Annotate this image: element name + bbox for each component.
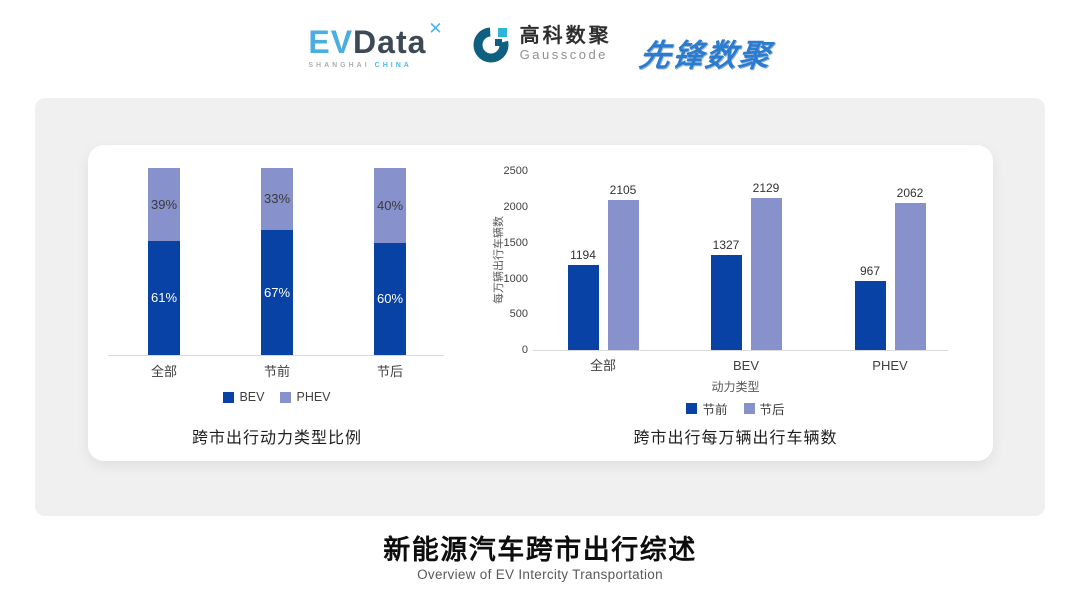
page-subtitle: Overview of EV Intercity Transportation — [417, 567, 663, 582]
page-title: 新能源汽车跨市出行综述 — [383, 535, 697, 565]
stacked-bar-chart: BEV PHEV 跨市出行动力类型比例 39% 61% 全部 33% 67% 节前 40% 60… — [88, 145, 478, 461]
gausscode-text: 高科数聚 Gausscode — [520, 25, 612, 63]
bar-value-label: 1194 — [570, 247, 596, 262]
chart-panel: BEV PHEV 跨市出行动力类型比例 39% 61% 全部 33% 67% 节前 40% 60… — [35, 98, 1045, 516]
bar-prefestival — [567, 264, 599, 350]
left-chart-legend: BEV PHEV — [88, 390, 466, 404]
bar-value-label: 2105 — [609, 182, 637, 197]
right-chart-title: 跨市出行每万辆出行车辆数 — [633, 430, 838, 447]
legend-label: 节前 — [702, 403, 728, 417]
y-tick-label: 500 — [509, 308, 528, 321]
bar-segment-bev: 60% — [374, 242, 406, 355]
y-axis-title: 每万辆出行车辆数 — [493, 216, 505, 304]
gausscode-en-text: Gausscode — [519, 47, 608, 63]
bar-segment-phev: 33% — [261, 168, 293, 230]
chart-card: BEV PHEV 跨市出行动力类型比例 39% 61% 全部 33% 67% 节前 40% 60… — [88, 145, 993, 461]
y-tick-label: 2500 — [503, 165, 528, 178]
legend-label: PHEV — [296, 390, 331, 404]
bar-segment-bev: 61% — [148, 240, 180, 355]
evdata-wordmark: EV Data ✕ — [308, 20, 442, 60]
bar-prefestival — [854, 280, 886, 350]
legend-swatch-icon — [686, 403, 698, 414]
legend-item: 节前 — [686, 399, 728, 418]
x-category-label: 节前 — [263, 364, 290, 379]
bar-value-label: 2062 — [896, 185, 924, 200]
legend-label: BEV — [239, 390, 265, 404]
x-category-label: 全部 — [589, 358, 616, 373]
legend-swatch-icon — [280, 391, 292, 403]
y-tick-label: 0 — [521, 344, 528, 356]
x-category-label: 节后 — [376, 364, 403, 379]
legend-label: 节后 — [759, 403, 785, 417]
bar-segment-bev: 67% — [261, 229, 293, 355]
evdata-data-text: Data — [353, 24, 427, 60]
bar-postfestival — [607, 199, 639, 350]
gausscode-g-icon — [473, 27, 509, 63]
evdata-subtext: SHANGHAI CHINA — [308, 62, 442, 69]
right-chart-legend: 节前 节后 — [478, 399, 993, 418]
bar-value-label: 1327 — [712, 238, 740, 253]
x-category-label: PHEV — [872, 358, 908, 373]
y-tick-label: 1500 — [503, 236, 528, 249]
bar-postfestival — [894, 202, 926, 350]
gausscode-logo: 高科数聚 Gausscode — [471, 24, 612, 64]
x-axis-title: 动力类型 — [711, 380, 760, 394]
evdata-shanghai-text: SHANGHAI — [308, 62, 370, 69]
bar-postfestival — [750, 197, 782, 350]
evdata-spark-icon: ✕ — [428, 19, 443, 38]
legend-item: PHEV — [280, 390, 331, 404]
x-category-label: BEV — [732, 358, 759, 373]
evdata-logo: EV Data ✕ SHANGHAI CHINA — [308, 20, 442, 69]
legend-swatch-icon — [223, 391, 235, 403]
bar-value-label: 967 — [859, 263, 881, 278]
left-chart-title: 跨市出行动力类型比例 — [191, 430, 362, 447]
evdata-ev-text: EV — [308, 24, 354, 60]
bar-segment-phev: 40% — [374, 168, 406, 243]
gausscode-cn-text: 高科数聚 — [519, 25, 612, 48]
x-category-label: 全部 — [150, 364, 177, 379]
x-axis-line — [533, 350, 948, 351]
x-axis-line — [108, 355, 444, 356]
y-tick-label: 1000 — [503, 272, 528, 285]
legend-swatch-icon — [743, 403, 755, 414]
evdata-china-text: CHINA — [374, 62, 412, 69]
legend-item: BEV — [223, 390, 264, 404]
pioneer-logo: 先锋数聚 — [636, 38, 774, 73]
y-tick-label: 2000 — [503, 201, 528, 214]
bar-value-label: 2129 — [752, 180, 780, 195]
grouped-bar-chart: 每万辆出行车辆数 动力类型 节前 节后 跨市出行每万辆出行车辆数 0 500 1000… — [478, 145, 993, 461]
bar-prefestival — [710, 255, 742, 350]
header-logos: EV Data ✕ SHANGHAI CHINA 高科数聚 Gausscode … — [0, 20, 1080, 84]
bar-segment-phev: 39% — [148, 168, 180, 241]
legend-item: 节后 — [743, 399, 785, 418]
